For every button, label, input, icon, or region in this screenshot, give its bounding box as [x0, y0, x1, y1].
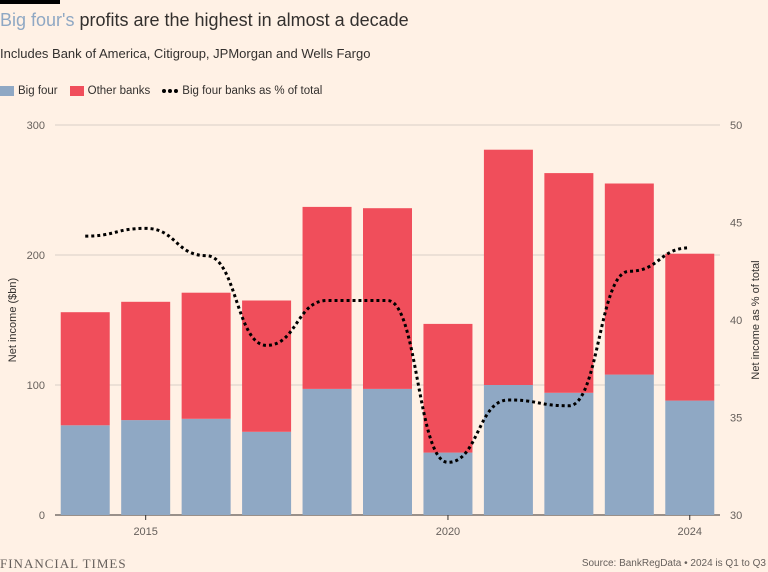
bar-other-banks-2023	[604, 183, 654, 375]
bar-big-four-2021	[483, 385, 533, 515]
bar-other-banks-2016	[181, 292, 231, 419]
chart-title-highlight: Big four's	[0, 10, 75, 30]
bar-big-four-2020	[423, 452, 473, 515]
bar-other-banks-2014	[60, 312, 110, 426]
legend-label-share: Big four banks as % of total	[182, 85, 323, 97]
share-line	[85, 226, 690, 464]
y2-tick-label: 30	[730, 510, 742, 522]
y-tick-label: 100	[27, 380, 45, 392]
bar-big-four-2016	[181, 418, 231, 515]
bar-other-banks-2021	[483, 149, 533, 385]
chart-title: Big four's profits are the highest in al…	[0, 10, 409, 31]
legend-item-share: Big four banks as % of total	[162, 85, 322, 97]
x-tick-label: 2024	[678, 526, 702, 538]
legend-label-big-four: Big four	[18, 85, 58, 97]
legend-item-big-four: Big four	[0, 85, 58, 97]
legend-swatch-other-banks	[69, 86, 84, 96]
bar-other-banks-2022	[544, 173, 594, 393]
bar-big-four-2023	[604, 374, 654, 515]
bar-big-four-2017	[242, 431, 292, 515]
y-axis-label: Net income ($bn)	[7, 278, 19, 362]
bar-big-four-2015	[121, 420, 171, 515]
chart-title-rest: profits are the highest in almost a deca…	[74, 10, 409, 30]
y2-tick-label: 45	[730, 218, 742, 230]
legend: Big four Other banks Big four banks as %…	[0, 85, 334, 97]
bar-other-banks-2024	[665, 253, 715, 401]
y-tick-label: 300	[27, 120, 45, 132]
legend-item-other-banks: Other banks	[69, 85, 151, 97]
bar-big-four-2014	[60, 425, 110, 515]
source-note: Source: BankRegData • 2024 is Q1 to Q3	[581, 558, 766, 569]
y-tick-label: 200	[27, 250, 45, 262]
ft-brand: FINANCIAL TIMES	[0, 556, 127, 571]
brand-bar	[0, 0, 60, 4]
axes: 0 100 200 300 30 35 40 45 50 Net income ($bn) Net …	[7, 120, 762, 538]
y2-tick-label: 50	[730, 120, 742, 132]
y-tick-label: 0	[39, 510, 45, 522]
x-tick-label: 2015	[133, 526, 157, 538]
bar-big-four-2018	[302, 388, 352, 515]
y2-tick-label: 35	[730, 413, 742, 425]
bar-other-banks-2020	[423, 323, 473, 453]
bar-big-four-2022	[544, 392, 594, 515]
share-line-group	[85, 226, 690, 464]
legend-swatch-share	[162, 89, 179, 93]
legend-swatch-big-four	[0, 86, 14, 96]
bar-other-banks-2018	[302, 206, 352, 389]
bar-other-banks-2019	[363, 208, 412, 389]
y2-tick-label: 40	[730, 315, 742, 327]
bar-other-banks-2015	[121, 301, 171, 421]
bars	[60, 149, 715, 515]
y2-axis-label: Net income as % of total	[750, 260, 762, 379]
x-tick-label: 2020	[436, 526, 460, 538]
bar-big-four-2024	[665, 400, 715, 515]
legend-label-other-banks: Other banks	[87, 85, 151, 97]
bar-big-four-2019	[363, 388, 412, 515]
chart-subtitle: Includes Bank of America, Citigroup, JPM…	[0, 46, 371, 61]
bar-other-banks-2017	[242, 300, 292, 432]
